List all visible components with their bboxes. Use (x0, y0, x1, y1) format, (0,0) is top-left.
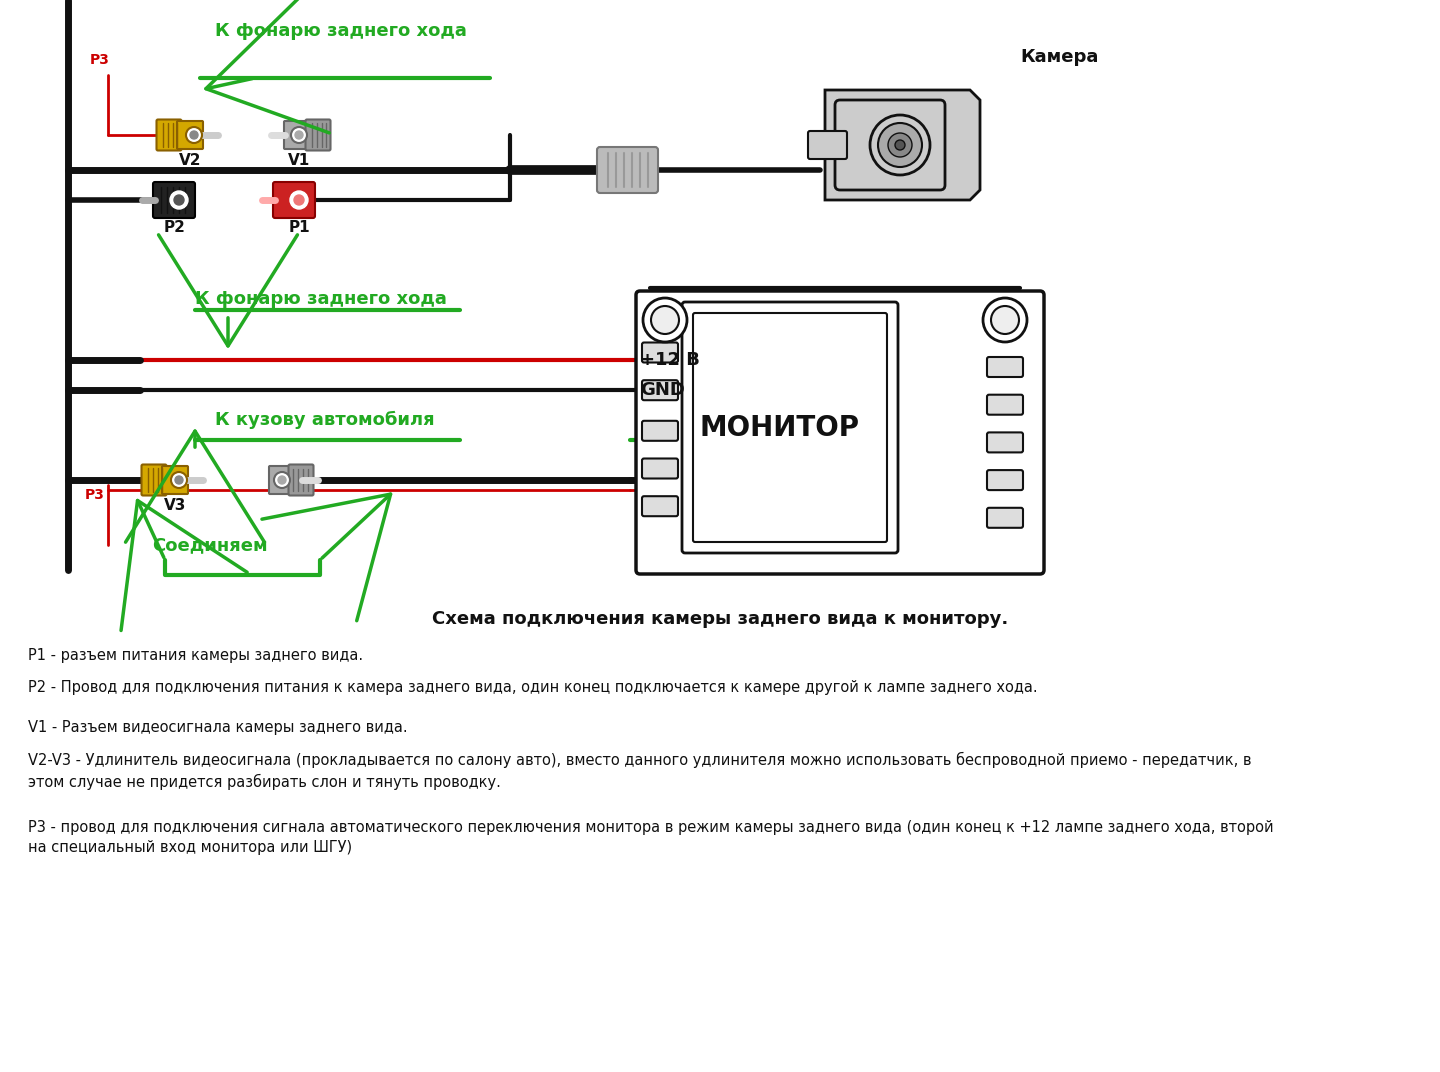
Text: Р3 - провод для подключения сигнала автоматического переключения монитора в режи: Р3 - провод для подключения сигнала авто… (27, 820, 1273, 854)
Circle shape (888, 133, 912, 157)
FancyBboxPatch shape (636, 291, 1044, 574)
FancyBboxPatch shape (177, 121, 203, 149)
Text: P1 - разъем питания камеры заднего вида.: P1 - разъем питания камеры заднего вида. (27, 647, 363, 662)
FancyBboxPatch shape (642, 342, 678, 362)
FancyBboxPatch shape (642, 459, 678, 478)
FancyBboxPatch shape (693, 313, 887, 542)
FancyBboxPatch shape (157, 119, 181, 150)
Text: V2-V3 - Удлинитель видеосигнала (прокладывается по салону авто), вместо данного : V2-V3 - Удлинитель видеосигнала (проклад… (27, 751, 1251, 790)
FancyBboxPatch shape (986, 471, 1022, 490)
Circle shape (278, 476, 287, 483)
Circle shape (291, 126, 307, 143)
Circle shape (878, 123, 922, 167)
Circle shape (294, 195, 304, 205)
Text: P1: P1 (288, 220, 310, 235)
FancyBboxPatch shape (986, 432, 1022, 452)
Circle shape (176, 476, 183, 483)
Circle shape (289, 191, 308, 209)
Text: P3: P3 (91, 53, 109, 66)
FancyBboxPatch shape (288, 464, 314, 495)
Text: Соединяем: Соединяем (153, 536, 268, 554)
Text: V1: V1 (288, 153, 310, 168)
Circle shape (186, 126, 202, 143)
FancyBboxPatch shape (305, 119, 331, 150)
FancyBboxPatch shape (284, 121, 310, 149)
Circle shape (274, 472, 289, 488)
FancyBboxPatch shape (986, 394, 1022, 415)
Text: Схема подключения камеры заднего вида к монитору.: Схема подключения камеры заднего вида к … (432, 610, 1008, 628)
FancyBboxPatch shape (598, 147, 658, 193)
Text: V2: V2 (179, 153, 202, 168)
FancyBboxPatch shape (835, 100, 945, 190)
Circle shape (190, 131, 199, 139)
Polygon shape (825, 90, 981, 200)
FancyBboxPatch shape (161, 466, 189, 494)
FancyBboxPatch shape (642, 381, 678, 400)
Text: P2: P2 (164, 220, 186, 235)
FancyBboxPatch shape (808, 131, 847, 159)
Text: МОНИТОР: МОНИТОР (700, 414, 860, 442)
Text: V1 - Разъем видеосигнала камеры заднего вида.: V1 - Разъем видеосигнала камеры заднего … (27, 720, 408, 735)
Text: К кузову автомобиля: К кузову автомобиля (215, 411, 435, 429)
Text: +12 В: +12 В (639, 351, 700, 369)
Text: Камера: Камера (1020, 48, 1099, 66)
Text: GND: GND (639, 381, 685, 399)
Circle shape (896, 140, 904, 150)
FancyBboxPatch shape (153, 182, 194, 218)
FancyBboxPatch shape (269, 466, 292, 494)
FancyBboxPatch shape (683, 302, 899, 553)
Circle shape (171, 472, 187, 488)
FancyBboxPatch shape (986, 357, 1022, 377)
Text: К фонарю заднего хода: К фонарю заднего хода (194, 291, 446, 308)
FancyBboxPatch shape (986, 508, 1022, 527)
Circle shape (651, 306, 680, 334)
Text: P2 - Провод для подключения питания к камера заднего вида, один конец подключает: P2 - Провод для подключения питания к ка… (27, 680, 1038, 695)
Circle shape (174, 195, 184, 205)
Text: P3: P3 (85, 488, 105, 502)
Text: V3: V3 (164, 498, 186, 513)
Circle shape (991, 306, 1020, 334)
Circle shape (984, 298, 1027, 342)
FancyBboxPatch shape (642, 496, 678, 517)
Circle shape (295, 131, 302, 139)
Circle shape (870, 115, 930, 175)
FancyBboxPatch shape (141, 464, 167, 495)
Circle shape (170, 191, 189, 209)
Text: К фонарю заднего хода: К фонарю заднего хода (215, 23, 467, 40)
FancyBboxPatch shape (642, 421, 678, 441)
Circle shape (644, 298, 687, 342)
FancyBboxPatch shape (274, 182, 315, 218)
